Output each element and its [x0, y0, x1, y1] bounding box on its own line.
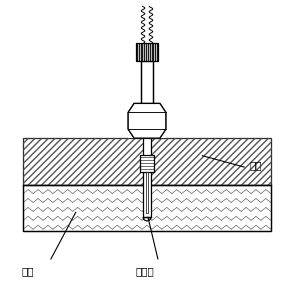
Bar	[128, 103, 166, 138]
Text: 轴衬: 轴衬	[249, 160, 262, 170]
Bar	[23, 138, 271, 185]
Bar	[143, 138, 151, 217]
Bar	[23, 185, 271, 231]
Bar	[23, 185, 271, 231]
Text: 热电阻: 热电阻	[135, 266, 154, 276]
Bar	[146, 172, 148, 213]
Bar	[140, 155, 154, 172]
Polygon shape	[128, 103, 166, 138]
Bar	[141, 61, 153, 105]
Bar	[23, 138, 271, 185]
Text: 轴瓦: 轴瓦	[21, 266, 34, 276]
Bar	[136, 43, 158, 61]
Polygon shape	[128, 103, 166, 138]
